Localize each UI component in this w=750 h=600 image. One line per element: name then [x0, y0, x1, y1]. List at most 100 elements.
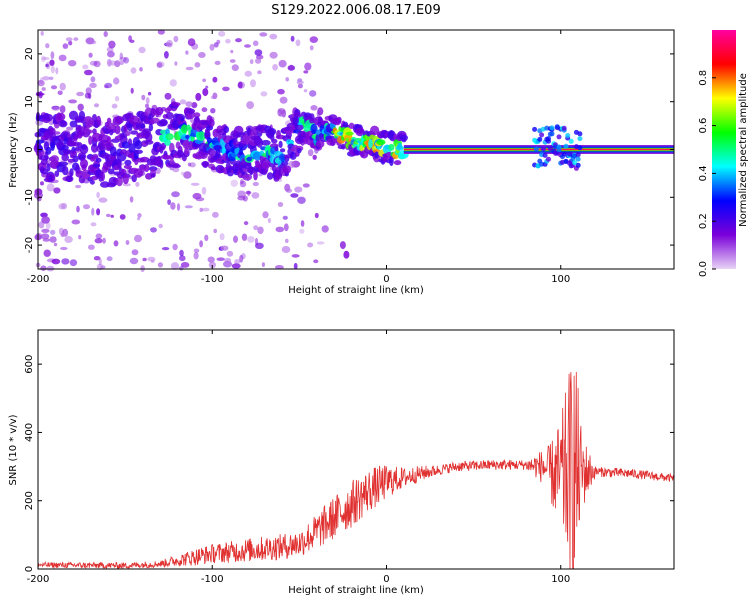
spectrogram-noise-blob [257, 226, 264, 235]
spectrogram-energy-blob [155, 107, 164, 116]
spectrogram-noise-blob [169, 79, 177, 87]
spectrogram-noise-blob [43, 249, 51, 257]
spectrogram-noise-blob [198, 52, 206, 58]
spectrogram-noise-blob [49, 59, 55, 66]
spectrogram-noise-blob [129, 39, 135, 43]
spectrogram-noise-blob [201, 186, 207, 195]
spectrogram-feature-blob [195, 92, 202, 101]
spectrogram-noise-blob [164, 51, 169, 59]
spectrogram-noise-blob [234, 259, 241, 265]
spectrogram-energy-blob [261, 139, 271, 146]
spectrogram-noise-blob [185, 66, 194, 71]
spectrogram-noise-blob [269, 51, 278, 59]
spectrogram-noise-blob [247, 236, 255, 243]
spectrogram-noise-blob [106, 213, 111, 218]
spectrogram-noise-blob [83, 204, 90, 210]
spectrogram-noise-blob [138, 46, 146, 54]
spectrogram-noise-blob [135, 181, 140, 187]
y-tick-label: 0 [24, 146, 35, 152]
spectrogram-noise-blob [137, 217, 141, 221]
spectrogram-noise-blob [202, 207, 210, 212]
spectrogram-noise-blob [278, 108, 286, 114]
spectrogram-noise-blob [179, 99, 187, 105]
snr-frame [37, 329, 675, 570]
spectrogram-energy-blob [115, 116, 124, 124]
spectrogram-noise-blob [123, 57, 130, 64]
spectrogram-energy-blob [123, 164, 133, 169]
spectrogram-energy-blob [116, 176, 123, 187]
spectrogram-noise-blob [58, 54, 67, 62]
spectrogram-noise-blob [69, 259, 78, 267]
spectrogram-energy-blob [533, 146, 539, 152]
spectrogram-energy-blob [547, 146, 553, 152]
spectrogram-noise-blob [98, 197, 108, 203]
colorbar-tick-label: 0.0 [698, 261, 709, 277]
spectrogram-energy-blob [134, 140, 143, 150]
spectrogram-noise-blob [250, 79, 256, 88]
spectrogram-noise-blob [106, 58, 112, 67]
spectrogram-noise-blob [48, 76, 54, 81]
spectrogram-noise-blob [158, 223, 163, 229]
spectrogram-noise-blob [307, 149, 314, 157]
spectrogram-marks [33, 29, 674, 273]
spectrogram-noise-blob [191, 102, 198, 109]
spectrogram-energy-blob [309, 119, 315, 124]
spectrogram-energy-blob [92, 163, 101, 168]
spectrogram-noise-blob [290, 193, 299, 198]
spectrogram-noise-blob [45, 222, 51, 230]
spectrogram-noise-blob [244, 70, 252, 77]
spectrogram-noise-blob [237, 190, 246, 198]
spectrogram-noise-blob [114, 60, 121, 68]
spectrogram-noise-blob [57, 90, 63, 96]
spectrogram-energy-blob [242, 173, 253, 181]
spectrogram-energy-blob [164, 155, 171, 160]
spectrogram-noise-blob [252, 181, 259, 187]
spectrogram-noise-blob [297, 83, 303, 89]
spectrogram-noise-blob [156, 61, 165, 68]
spectrogram-energy-blob [388, 143, 395, 151]
spectrogram-noise-blob [50, 65, 55, 74]
spectrogram-energy-blob [61, 165, 69, 176]
spectrogram-energy-blob [121, 141, 130, 149]
y-tick-label: 200 [24, 491, 35, 510]
spectrogram-x-ticks: -200 -100 0 100 [27, 30, 570, 285]
y-tick-label: 0 [24, 566, 35, 572]
spectrogram-energy-blob [124, 159, 132, 166]
spectrogram-noise-blob [76, 91, 85, 97]
spectrogram-noise-blob [300, 220, 305, 227]
snr-x-axis-label: Height of straight line (km) [288, 585, 424, 596]
spectrogram-noise-blob [195, 197, 205, 202]
spectrogram-noise-blob [77, 103, 84, 112]
spectrogram-energy-blob [556, 134, 562, 140]
spectrogram-noise-blob [84, 92, 91, 99]
spectrogram-energy-blob [139, 123, 146, 129]
spectrogram-noise-blob [275, 265, 284, 270]
spectrogram-noise-blob [107, 50, 115, 58]
spectrogram-energy-blob [399, 134, 408, 141]
spectrogram-noise-blob [189, 162, 196, 168]
x-tick-label: -100 [201, 274, 224, 285]
spectrogram-noise-blob [119, 61, 124, 65]
spectrogram-noise-blob [167, 199, 172, 206]
spectrogram-noise-blob [90, 76, 96, 83]
spectrogram-noise-blob [38, 221, 45, 229]
x-tick-label: -200 [27, 574, 50, 585]
spectrogram-noise-blob [303, 89, 308, 93]
spectrogram-noise-blob [230, 49, 234, 54]
spectrogram-noise-blob [239, 180, 247, 188]
colorbar-label: Normalized spectral amplitude [738, 73, 749, 227]
spectrogram-noise-blob [179, 255, 186, 262]
spectrogram-noise-blob [214, 60, 221, 65]
spectrogram-noise-blob [314, 212, 319, 219]
spectrogram-noise-blob [40, 265, 47, 272]
spectrogram-energy-blob [376, 145, 381, 150]
spectrogram-noise-blob [45, 43, 50, 49]
spectrogram-noise-blob [275, 226, 285, 233]
spectrogram-noise-blob [218, 30, 226, 37]
spectrogram-energy-blob [271, 138, 278, 144]
spectrogram-noise-blob [139, 67, 143, 72]
spectrogram-noise-blob [233, 235, 238, 243]
spectrogram-energy-blob [397, 142, 403, 150]
spectrogram-noise-blob [37, 80, 44, 84]
